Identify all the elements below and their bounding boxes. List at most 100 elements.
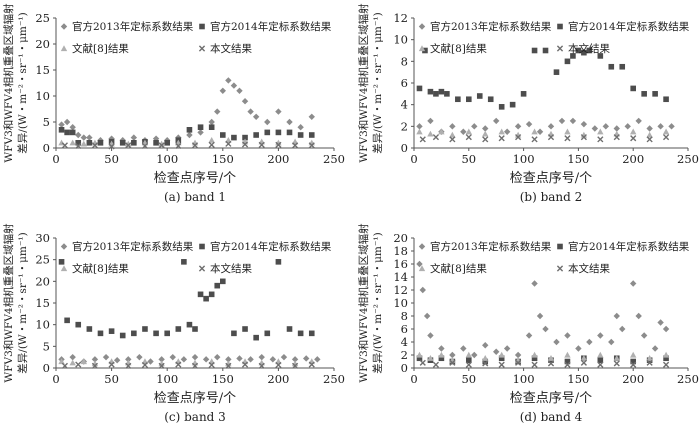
- data-point: [286, 118, 293, 126]
- x-axis-label: 检查点序号/个: [510, 171, 592, 186]
- data-point: [482, 360, 489, 367]
- x-tick-label: 200: [622, 372, 644, 386]
- legend-marker-4: [198, 45, 206, 52]
- y-tick-label: 15: [35, 63, 50, 77]
- data-point: [427, 355, 434, 361]
- legend-marker-2: [557, 243, 563, 250]
- x-tick-label: 150: [567, 372, 589, 386]
- data-point: [525, 120, 533, 128]
- data-point: [158, 356, 165, 363]
- data-point: [432, 361, 440, 368]
- data-point: [427, 332, 434, 339]
- data-point: [61, 362, 68, 369]
- data-point: [208, 361, 215, 369]
- data-point: [58, 127, 65, 133]
- data-point: [125, 140, 132, 147]
- data-point: [460, 345, 467, 352]
- panel-caption: (a) band 1: [164, 190, 226, 204]
- x-tick-label: 50: [461, 152, 476, 166]
- data-point: [69, 359, 76, 366]
- data-point: [419, 136, 426, 143]
- data-point: [438, 88, 445, 95]
- x-tick-label: 50: [104, 152, 119, 166]
- data-point: [536, 128, 544, 135]
- data-point: [663, 355, 669, 362]
- legend-label-1: 官方2013年定标系数结果: [72, 20, 194, 33]
- legend-marker-2: [557, 23, 563, 30]
- panel-caption: (d) band 4: [520, 410, 583, 423]
- data-point: [449, 136, 456, 143]
- data-point: [269, 356, 277, 363]
- data-point: [652, 91, 658, 97]
- data-point: [597, 357, 604, 363]
- data-point: [252, 113, 260, 120]
- data-point: [308, 330, 315, 337]
- x-tick-label: 250: [677, 152, 699, 166]
- data-point: [482, 125, 489, 132]
- x-tick-label: 100: [513, 372, 535, 386]
- data-point: [264, 330, 271, 337]
- data-point: [108, 143, 115, 150]
- data-point: [619, 325, 626, 333]
- data-point: [253, 334, 259, 341]
- data-point: [131, 330, 137, 337]
- data-point: [208, 141, 215, 148]
- data-point: [597, 53, 604, 59]
- data-point: [416, 128, 423, 135]
- y-axis-label-line2: 差异/(W・m⁻²・sr⁻¹・μm⁻¹): [371, 12, 384, 153]
- data-point: [86, 134, 93, 141]
- data-point: [230, 82, 238, 89]
- data-point: [569, 117, 577, 125]
- data-point: [80, 134, 87, 141]
- data-point: [236, 355, 243, 362]
- data-point: [662, 361, 670, 368]
- x-tick-label: 250: [323, 152, 345, 166]
- data-point: [164, 140, 170, 146]
- y-axis-label-line2: 差异/(W・m⁻²・sr⁻¹・μm⁻¹): [16, 232, 29, 373]
- series-1: [58, 353, 321, 365]
- y-tick-label: 10: [393, 33, 408, 47]
- data-point: [531, 47, 538, 54]
- y-tick-label: 6: [401, 322, 408, 336]
- data-point: [186, 127, 193, 133]
- series-2: [58, 259, 315, 341]
- data-point: [308, 142, 315, 149]
- data-point: [466, 96, 472, 103]
- legend-label-2: 官方2014年定标系数结果: [568, 240, 690, 253]
- data-point: [646, 136, 653, 143]
- data-point: [514, 351, 522, 359]
- data-point: [613, 312, 620, 320]
- data-point: [58, 259, 65, 265]
- data-point: [564, 332, 571, 339]
- data-point: [427, 117, 434, 125]
- data-point: [438, 355, 445, 362]
- data-point: [498, 135, 505, 142]
- series-4: [61, 140, 315, 150]
- y-axis-label-line2: 差异/(W・m⁻²・sr⁻¹・μm⁻¹): [16, 12, 29, 153]
- legend-marker-3: [60, 45, 68, 52]
- data-point: [275, 129, 282, 136]
- data-point: [630, 280, 637, 287]
- data-point: [581, 49, 587, 56]
- data-point: [264, 129, 271, 136]
- y-tick-label: 16: [393, 257, 408, 271]
- data-point: [613, 360, 620, 367]
- data-point: [460, 128, 467, 135]
- data-point: [482, 358, 489, 365]
- data-point: [597, 351, 604, 358]
- data-point: [662, 128, 670, 135]
- y-tick-label: 5: [43, 115, 50, 129]
- data-point: [525, 332, 533, 339]
- data-point: [646, 131, 653, 138]
- data-point: [236, 87, 243, 94]
- y-tick-label: 15: [35, 296, 50, 310]
- data-point: [275, 141, 282, 148]
- data-point: [69, 353, 76, 361]
- y-tick-label: 12: [393, 11, 408, 25]
- data-point: [444, 91, 450, 97]
- data-point: [86, 326, 93, 332]
- data-point: [509, 101, 516, 108]
- data-point: [608, 338, 615, 346]
- data-point: [258, 141, 265, 148]
- series-4: [61, 361, 315, 369]
